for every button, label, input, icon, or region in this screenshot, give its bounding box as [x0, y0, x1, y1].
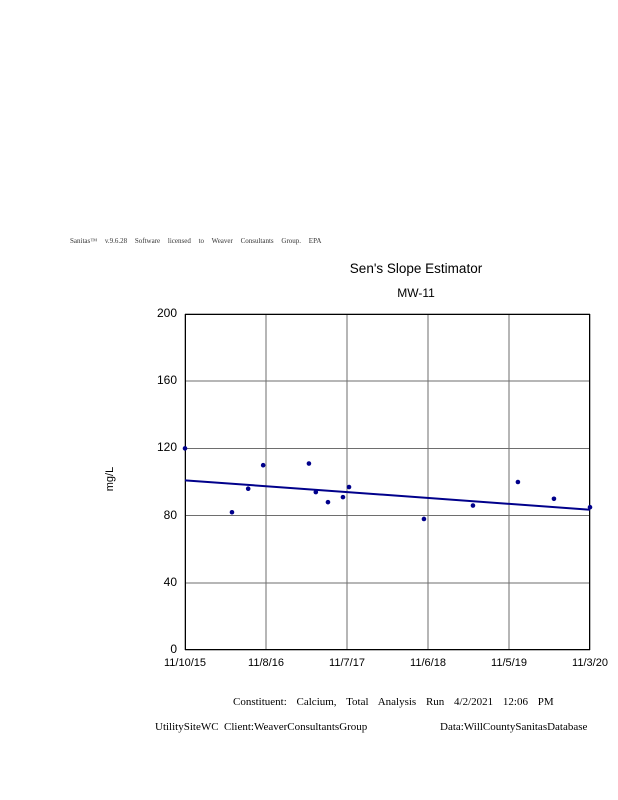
plot-area — [182, 313, 593, 651]
report-footer: UtilitySiteWC Client:WeaverConsultantsGr… — [0, 721, 618, 737]
client-name: Client:WeaverConsultantsGroup — [224, 721, 368, 733]
x-tick-label: 11/6/18 — [410, 657, 446, 669]
scatter-plot — [182, 313, 593, 651]
y-tick-label: 120 — [156, 440, 177, 455]
well-id-subtitle: MW-11 — [397, 286, 435, 300]
y-tick-label: 160 — [156, 373, 177, 388]
x-tick-label: 11/3/20 — [572, 657, 608, 669]
x-tick-label: 11/7/17 — [329, 657, 365, 669]
y-tick-label: 0 — [170, 642, 177, 656]
x-tick-label: 11/10/15 — [163, 657, 206, 669]
data-source: Data:WillCountySanitasDatabase — [440, 721, 588, 733]
y-tick-label: 40 — [163, 574, 177, 589]
site-name: UtilitySiteWC — [155, 721, 219, 733]
x-tick-label: 11/5/19 — [491, 657, 527, 669]
y-tick-label: 80 — [163, 507, 177, 522]
y-axis-label: mg/L — [104, 466, 116, 492]
analysis-info-line: Constituent: Calcium, Total Analysis Run… — [233, 696, 554, 708]
chart-title: Sen's Slope Estimator — [349, 261, 483, 276]
y-tick-label: 200 — [156, 306, 177, 320]
software-credit: Sanitas™ v.9.6.28 Software licensed to W… — [70, 237, 322, 245]
x-tick-label: 11/8/16 — [248, 657, 284, 669]
